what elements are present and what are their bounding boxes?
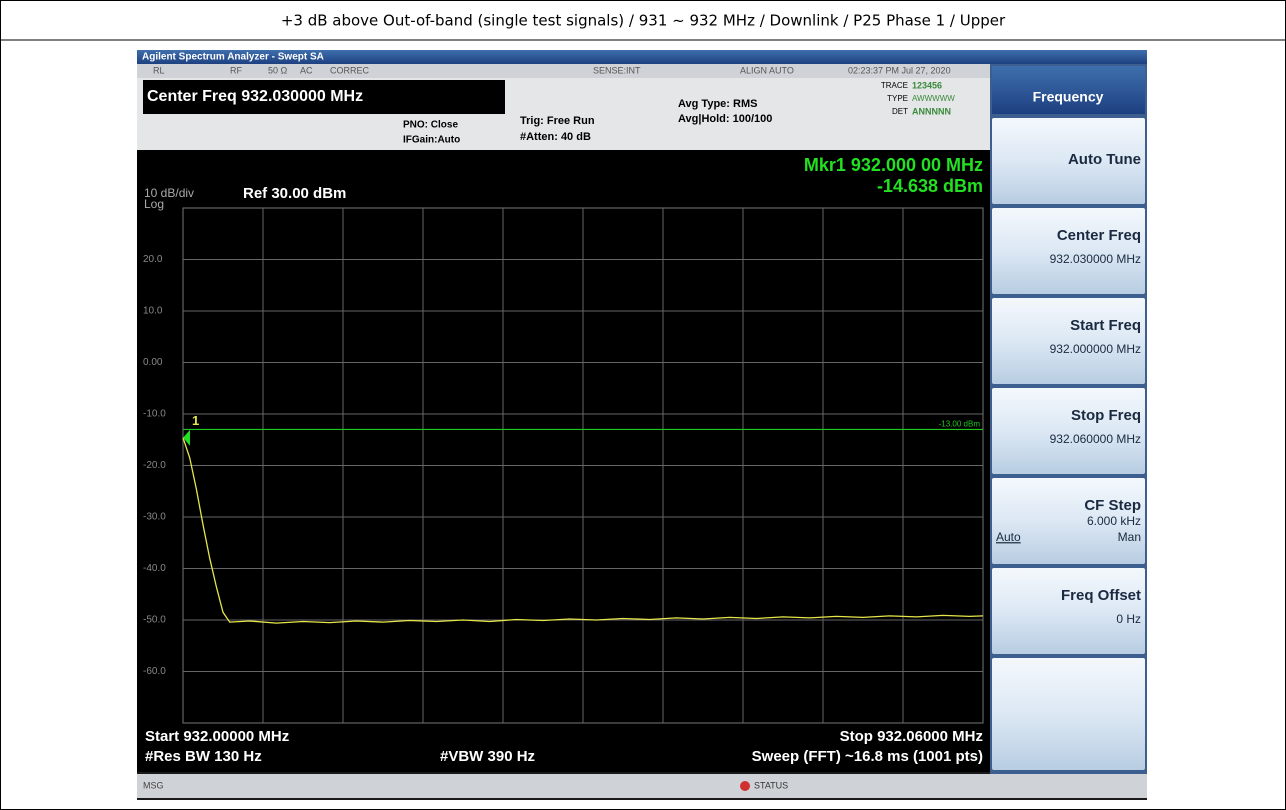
trace-list: 123456: [912, 80, 942, 90]
pno: PNO: Close: [403, 120, 458, 131]
status-item: RL: [153, 65, 165, 75]
status-row: [137, 64, 990, 78]
softkey-label: Auto Tune: [1068, 151, 1141, 168]
y-tick-label: -20.0: [143, 460, 166, 471]
status-item: 02:23:37 PM Jul 27, 2020: [848, 65, 951, 75]
softkey[interactable]: [992, 208, 1145, 294]
avg-type: Avg Type: RMS: [678, 98, 757, 110]
center-freq-box: [143, 80, 505, 114]
sweep: Sweep (FFT) ~16.8 ms (1001 pts): [752, 748, 983, 765]
ifgain: IFGain:Auto: [403, 135, 460, 146]
trace-label: TRACE: [881, 81, 908, 90]
softkey[interactable]: [992, 478, 1145, 564]
softkey-option: Man: [1118, 530, 1141, 544]
center-freq: Center Freq 932.030000 MHz: [147, 88, 363, 105]
type-list: AWWWWW: [912, 94, 955, 103]
marker-level: -14.638 dBm: [877, 176, 983, 196]
softkey-label: CF Step: [1084, 497, 1141, 514]
status-bar: [137, 774, 1147, 798]
window-titlebar: [137, 50, 1147, 64]
status-item: SENSE:INT: [593, 65, 641, 75]
marker: [183, 429, 190, 446]
y-tick-label: -10.0: [143, 409, 166, 420]
softkey[interactable]: [992, 388, 1145, 474]
softkey-title: Frequency: [1033, 89, 1104, 105]
status-icon: [740, 781, 750, 791]
softkey[interactable]: [992, 568, 1145, 654]
softkey-value: 932.060000 MHz: [1050, 432, 1141, 446]
graph-area: [137, 150, 990, 772]
avg-hold: Avg|Hold: 100/100: [678, 113, 772, 125]
softkey-value: 932.030000 MHz: [1050, 252, 1141, 266]
softkey-value: 6.000 kHz: [1087, 514, 1141, 528]
res-bw: #Res BW 130 Hz: [145, 748, 262, 765]
ref-level: Ref 30.00 dBm: [243, 185, 346, 202]
scale-type: Log: [144, 197, 164, 211]
softkey-option: Auto: [996, 530, 1021, 544]
window-title: Agilent Spectrum Analyzer - Swept SA: [142, 52, 324, 63]
status-item: RF: [230, 65, 242, 75]
softkey-label: Center Freq: [1057, 227, 1141, 244]
softkey-value: 0 Hz: [1116, 612, 1141, 626]
msg: MSG: [143, 780, 164, 790]
y-tick-label: 0.00: [143, 357, 163, 368]
det-label: DET: [892, 107, 908, 116]
y-tick-label: -60.0: [143, 666, 166, 677]
status-item: CORREC: [330, 65, 370, 75]
det-list: ANNNNN: [912, 106, 951, 116]
status-item: AC: [300, 65, 313, 75]
trig: Trig: Free Run: [520, 115, 595, 127]
softkey-blank: [992, 658, 1145, 770]
status-item: ALIGN AUTO: [740, 65, 794, 75]
header-title: +3 dB above Out-of-band (single test sig…: [281, 12, 1006, 30]
softkey-title-bg: [992, 66, 1145, 114]
type-label: TYPE: [887, 94, 908, 103]
marker-label: 1: [192, 413, 199, 428]
softkey-label: Stop Freq: [1071, 407, 1141, 424]
display-line-label: -13.00 dBm: [939, 420, 981, 429]
y-tick-label: 20.0: [143, 254, 163, 265]
marker-freq: Mkr1 932.000 00 MHz: [804, 155, 983, 175]
vbw: #VBW 390 Hz: [440, 748, 535, 765]
atten: #Atten: 40 dB: [520, 131, 591, 143]
softkey-label: Start Freq: [1070, 317, 1141, 334]
screenshot: Agilent Spectrum Analyzer - Swept SA Cen…: [137, 50, 1147, 800]
softkey[interactable]: [992, 118, 1145, 204]
y-tick-label: -50.0: [143, 615, 166, 626]
y-tick-label: -30.0: [143, 512, 166, 523]
trace: [182, 437, 984, 624]
status: STATUS: [754, 780, 788, 790]
softkey[interactable]: [992, 298, 1145, 384]
scale-per-div: 10 dB/div: [144, 186, 194, 200]
status-item: 50 Ω: [268, 65, 288, 75]
y-tick-label: -40.0: [143, 563, 166, 574]
softkey-label: Freq Offset: [1061, 587, 1141, 604]
softkey-value: 932.000000 MHz: [1050, 342, 1141, 356]
y-tick-label: 10.0: [143, 306, 163, 317]
stop-freq: Stop 932.06000 MHz: [840, 728, 983, 745]
start-freq: Start 932.00000 MHz: [145, 728, 289, 745]
